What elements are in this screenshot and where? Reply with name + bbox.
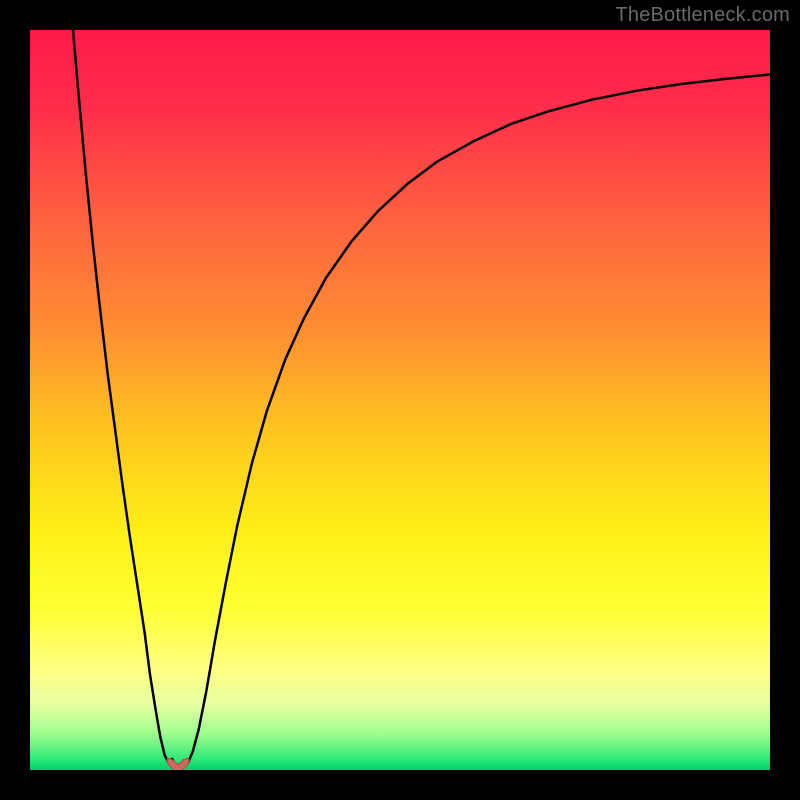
chart-container: TheBottleneck.com	[0, 0, 800, 800]
gradient-background	[30, 30, 770, 770]
bottleneck-chart	[0, 0, 800, 800]
watermark-text: TheBottleneck.com	[615, 4, 790, 27]
